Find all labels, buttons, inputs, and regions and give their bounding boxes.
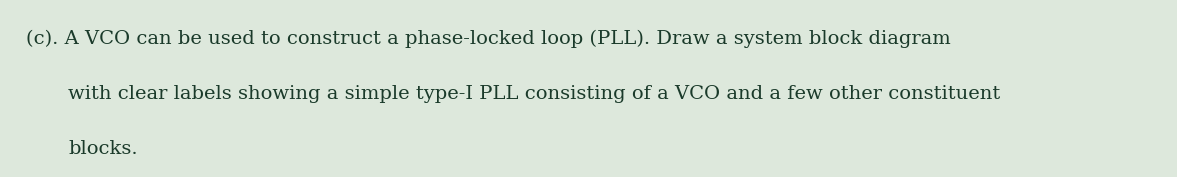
Text: with clear labels showing a simple type-I PLL consisting of a VCO and a few othe: with clear labels showing a simple type-…: [68, 85, 1000, 103]
Text: blocks.: blocks.: [68, 140, 138, 158]
Text: (c). A VCO can be used to construct a phase-locked loop (PLL). Draw a system blo: (c). A VCO can be used to construct a ph…: [26, 30, 951, 48]
